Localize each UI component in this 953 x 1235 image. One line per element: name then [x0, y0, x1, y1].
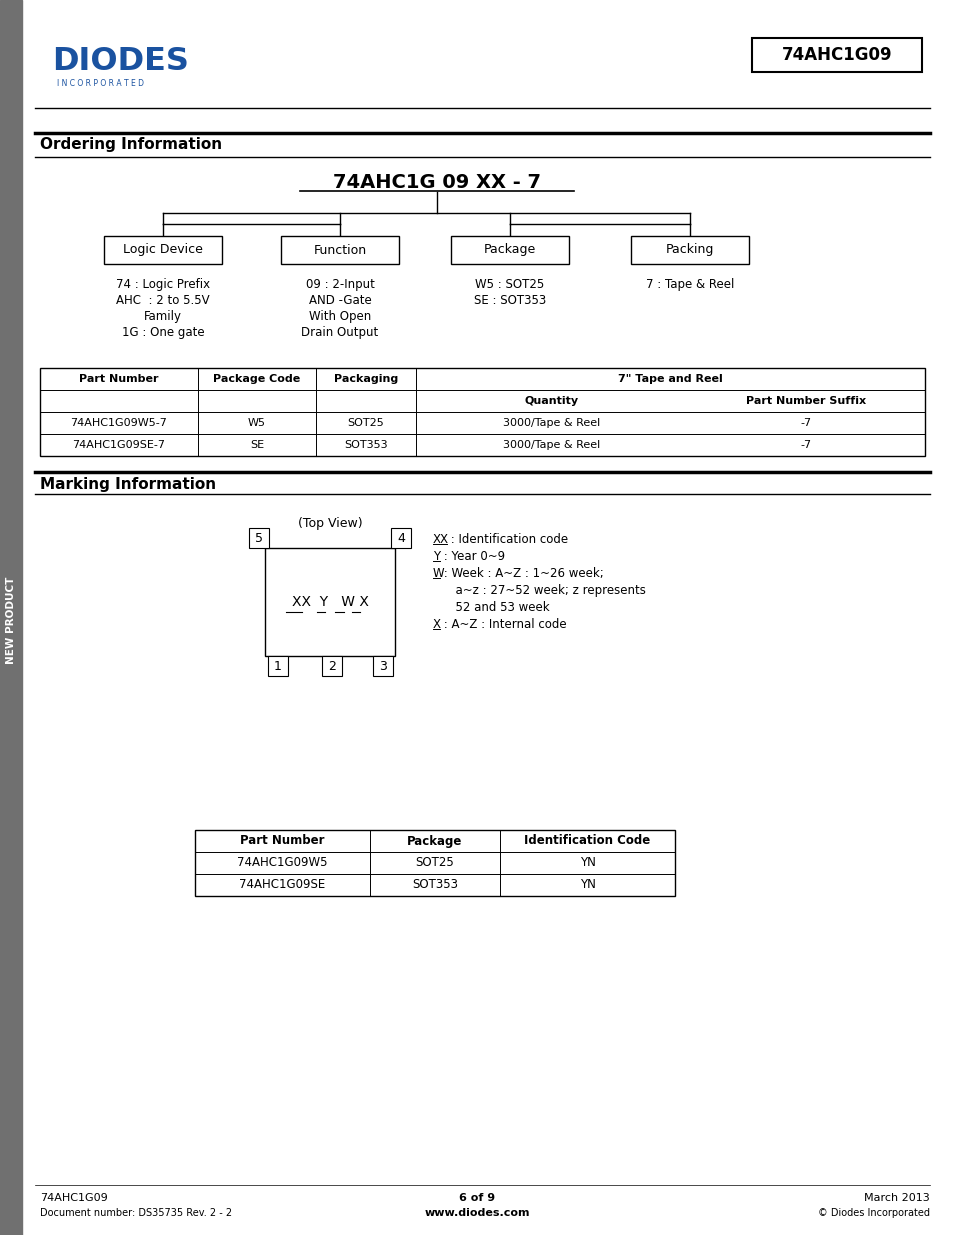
Text: : Identification code: : Identification code	[446, 534, 567, 546]
Text: SOT25: SOT25	[347, 417, 384, 429]
Text: Identification Code: Identification Code	[524, 835, 650, 847]
Text: -7: -7	[801, 417, 811, 429]
Text: I N C O R P O R A T E D: I N C O R P O R A T E D	[57, 79, 144, 88]
Text: (Top View): (Top View)	[297, 517, 362, 531]
Text: 2: 2	[328, 659, 335, 673]
Text: W5 : SOT25: W5 : SOT25	[475, 278, 544, 291]
Text: 74AHC1G 09 XX - 7: 74AHC1G 09 XX - 7	[333, 173, 540, 193]
Text: Family: Family	[144, 310, 182, 324]
Text: 74AHC1G09: 74AHC1G09	[40, 1193, 108, 1203]
Text: Logic Device: Logic Device	[123, 243, 203, 257]
Text: Marking Information: Marking Information	[40, 477, 216, 492]
Text: March 2013: March 2013	[863, 1193, 929, 1203]
Text: Y: Y	[433, 550, 439, 563]
Bar	[194, 830, 675, 897]
Text: 52 and 53 week: 52 and 53 week	[433, 601, 549, 614]
Text: DIODES: DIODES	[52, 47, 189, 78]
Text: Part Number: Part Number	[240, 835, 324, 847]
Text: Drain Output: Drain Output	[301, 326, 378, 338]
Text: SOT353: SOT353	[344, 440, 388, 450]
Text: 6 of 9: 6 of 9	[458, 1193, 495, 1203]
Text: Function: Function	[314, 243, 366, 257]
Text: 3000/Tape & Reel: 3000/Tape & Reel	[503, 417, 600, 429]
Bar	[281, 236, 398, 264]
Text: 09 : 2-Input: 09 : 2-Input	[305, 278, 374, 291]
Text: 1G : One gate: 1G : One gate	[122, 326, 204, 338]
Text: With Open: With Open	[309, 310, 371, 324]
Text: AHC  : 2 to 5.5V: AHC : 2 to 5.5V	[116, 294, 210, 308]
Text: Packaging: Packaging	[334, 374, 397, 384]
Text: 74AHC1G09W5: 74AHC1G09W5	[237, 857, 328, 869]
Text: -7: -7	[801, 440, 811, 450]
Bar	[630, 236, 748, 264]
Text: W5: W5	[248, 417, 266, 429]
Text: 74AHC1G09SE: 74AHC1G09SE	[239, 878, 325, 892]
Text: 74AHC1G09W5-7: 74AHC1G09W5-7	[71, 417, 168, 429]
Bar	[451, 236, 568, 264]
Text: Package: Package	[407, 835, 462, 847]
Text: 5: 5	[254, 531, 263, 545]
Text: Document number: DS35735 Rev. 2 - 2: Document number: DS35735 Rev. 2 - 2	[40, 1208, 232, 1218]
Text: : Year 0~9: : Year 0~9	[439, 550, 504, 563]
Text: 74 : Logic Prefix: 74 : Logic Prefix	[116, 278, 210, 291]
Text: Part Number: Part Number	[79, 374, 158, 384]
Text: Package Code: Package Code	[213, 374, 300, 384]
Text: AND -Gate: AND -Gate	[309, 294, 371, 308]
Text: 74AHC1G09: 74AHC1G09	[781, 46, 891, 64]
Text: 7" Tape and Reel: 7" Tape and Reel	[618, 374, 722, 384]
Bar	[265, 548, 395, 656]
Text: 7 : Tape & Reel: 7 : Tape & Reel	[645, 278, 734, 291]
Text: SOT25: SOT25	[416, 857, 454, 869]
Text: 3: 3	[378, 659, 387, 673]
Text: Ordering Information: Ordering Information	[40, 137, 222, 152]
Text: Quantity: Quantity	[524, 396, 578, 406]
Text: YN: YN	[579, 857, 595, 869]
Text: YN: YN	[579, 878, 595, 892]
Text: : Week : A~Z : 1~26 week;: : Week : A~Z : 1~26 week;	[439, 567, 603, 580]
Text: SE : SOT353: SE : SOT353	[474, 294, 545, 308]
Bar	[751, 38, 921, 72]
Text: W: W	[433, 567, 444, 580]
Bar	[104, 236, 222, 264]
Text: Packing: Packing	[665, 243, 714, 257]
Text: XX: XX	[433, 534, 449, 546]
Text: XX  Y   W X: XX Y W X	[292, 595, 368, 609]
Text: SOT353: SOT353	[412, 878, 457, 892]
Bar	[0, 0, 22, 1235]
Text: X: X	[433, 618, 440, 631]
Bar	[322, 656, 341, 676]
Text: NEW PRODUCT: NEW PRODUCT	[6, 577, 16, 663]
Text: a~z : 27~52 week; z represents: a~z : 27~52 week; z represents	[433, 584, 645, 597]
Text: Package: Package	[483, 243, 536, 257]
Text: Part Number Suffix: Part Number Suffix	[745, 396, 865, 406]
Text: : A~Z : Internal code: : A~Z : Internal code	[439, 618, 566, 631]
Bar	[373, 656, 393, 676]
Text: SE: SE	[250, 440, 264, 450]
Bar	[391, 529, 411, 548]
Text: www.diodes.com: www.diodes.com	[424, 1208, 529, 1218]
Bar	[40, 368, 924, 456]
Text: 74AHC1G09SE-7: 74AHC1G09SE-7	[72, 440, 165, 450]
Text: 3000/Tape & Reel: 3000/Tape & Reel	[503, 440, 600, 450]
Text: © Diodes Incorporated: © Diodes Incorporated	[817, 1208, 929, 1218]
Text: 1: 1	[274, 659, 282, 673]
Bar	[268, 656, 288, 676]
Text: 4: 4	[396, 531, 404, 545]
Bar	[249, 529, 269, 548]
